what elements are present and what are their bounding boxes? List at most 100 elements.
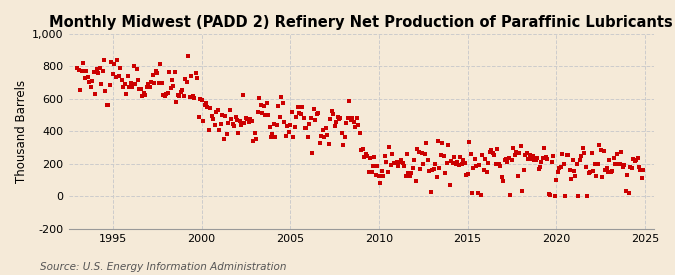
Point xyxy=(134,87,145,92)
Text: Source: U.S. Energy Information Administration: Source: U.S. Energy Information Administ… xyxy=(40,262,287,272)
Point xyxy=(265,135,276,140)
Point xyxy=(419,152,430,156)
Point xyxy=(497,179,508,183)
Point xyxy=(570,173,581,178)
Point xyxy=(378,174,389,178)
Point xyxy=(304,121,315,126)
Point xyxy=(424,168,435,173)
Point xyxy=(477,152,488,157)
Point xyxy=(505,192,516,197)
Point xyxy=(230,114,241,119)
Point xyxy=(103,103,114,107)
Point xyxy=(121,92,132,96)
Point xyxy=(127,85,138,89)
Point xyxy=(142,85,153,90)
Point xyxy=(346,117,356,122)
Point xyxy=(128,64,139,68)
Point xyxy=(622,173,632,177)
Point xyxy=(187,94,198,99)
Point xyxy=(373,174,384,178)
Point xyxy=(452,160,462,164)
Point xyxy=(632,156,643,160)
Point xyxy=(91,67,102,71)
Point xyxy=(173,93,184,98)
Point xyxy=(485,149,495,154)
Point xyxy=(619,163,630,168)
Point xyxy=(267,132,278,136)
Point xyxy=(143,81,154,86)
Point xyxy=(461,173,472,178)
Point xyxy=(356,148,367,152)
Point xyxy=(92,71,103,75)
Point xyxy=(358,155,369,160)
Point xyxy=(551,178,562,182)
Point xyxy=(403,171,414,175)
Point xyxy=(610,162,621,166)
Point xyxy=(459,161,470,165)
Point xyxy=(466,191,477,195)
Point xyxy=(597,175,608,180)
Point xyxy=(533,166,544,171)
Point xyxy=(78,61,88,65)
Point xyxy=(167,78,178,82)
Point xyxy=(87,79,98,84)
Point xyxy=(82,75,93,79)
Point xyxy=(479,167,489,172)
Point xyxy=(136,87,146,91)
Point xyxy=(273,104,284,109)
Point xyxy=(251,137,262,142)
Point xyxy=(124,84,134,89)
Point xyxy=(296,105,307,109)
Point xyxy=(548,154,559,158)
Point xyxy=(629,159,640,164)
Point xyxy=(354,130,365,135)
Point xyxy=(579,151,590,155)
Point xyxy=(421,141,431,145)
Point xyxy=(574,158,585,162)
Point xyxy=(106,59,117,64)
Point xyxy=(202,105,213,110)
Point xyxy=(223,121,234,125)
Point xyxy=(549,194,560,198)
Point xyxy=(530,158,541,162)
Point xyxy=(84,79,95,84)
Point xyxy=(471,164,482,168)
Point xyxy=(227,122,238,126)
Point xyxy=(430,161,441,166)
Point xyxy=(224,108,235,113)
Point xyxy=(434,166,445,170)
Point xyxy=(311,112,322,116)
Point xyxy=(225,116,236,121)
Point xyxy=(400,174,411,178)
Point xyxy=(635,167,646,172)
Point xyxy=(455,155,466,160)
Point xyxy=(351,116,362,120)
Point xyxy=(433,138,443,143)
Point xyxy=(454,163,464,167)
Point xyxy=(364,155,375,160)
Point xyxy=(323,142,334,147)
Point xyxy=(560,194,570,198)
Point xyxy=(412,147,423,152)
Point xyxy=(335,116,346,120)
Point xyxy=(99,58,109,62)
Point xyxy=(592,161,603,166)
Point xyxy=(279,120,290,125)
Point xyxy=(439,154,450,158)
Point xyxy=(462,172,473,177)
Point xyxy=(326,109,337,114)
Point xyxy=(350,125,360,129)
Point xyxy=(368,164,379,168)
Point xyxy=(207,114,217,118)
Point xyxy=(291,115,302,119)
Point xyxy=(468,166,479,171)
Point xyxy=(628,156,639,161)
Point xyxy=(177,87,188,92)
Point xyxy=(97,69,108,73)
Point xyxy=(171,100,182,105)
Point xyxy=(418,162,429,166)
Point xyxy=(394,160,405,164)
Point xyxy=(115,66,126,70)
Point xyxy=(487,151,498,155)
Point xyxy=(554,166,564,170)
